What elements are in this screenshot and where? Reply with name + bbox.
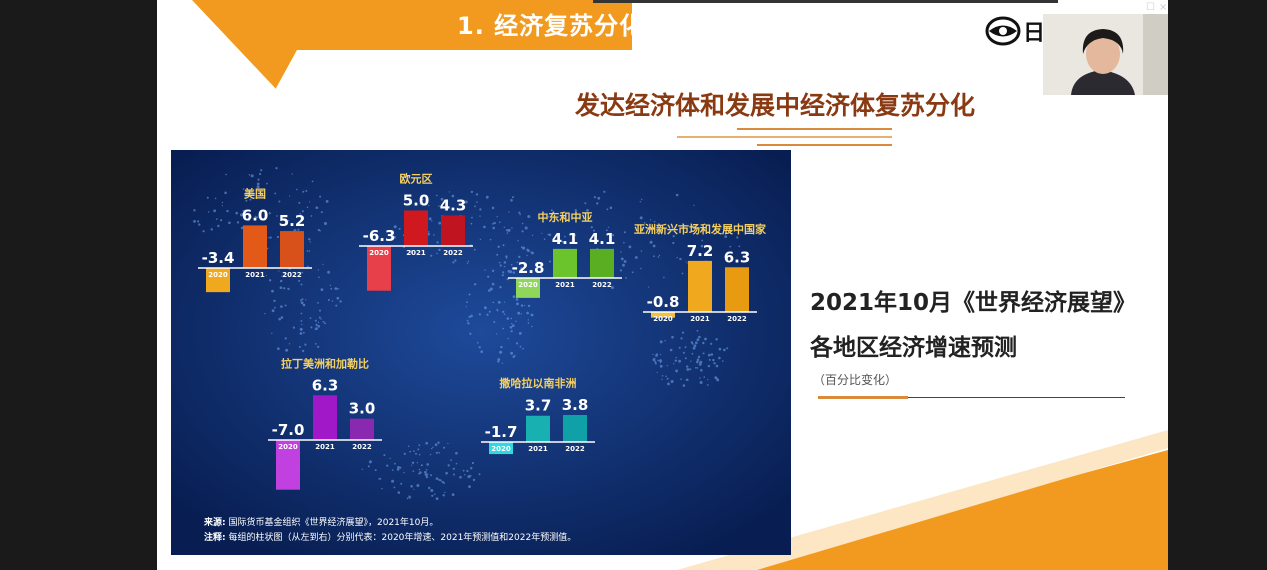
- region-label: 美国: [244, 186, 266, 200]
- bar: [350, 418, 374, 440]
- data-label: -6.3: [363, 227, 396, 245]
- year-tick-label: 2022: [565, 445, 585, 453]
- data-label: -0.8: [647, 293, 680, 311]
- year-tick-label: 2021: [245, 271, 265, 279]
- window-close-icon[interactable]: ×: [1159, 2, 1168, 13]
- data-label: 3.7: [525, 397, 552, 415]
- bar-group: -6.3 2020 5.0 2021 4.3 2022 欧元区: [359, 172, 473, 291]
- note-label: 注释:: [204, 533, 226, 543]
- bar: [725, 267, 749, 312]
- section-title: 1. 经济复苏分化失衡: [457, 12, 695, 40]
- data-label: 5.2: [279, 212, 306, 230]
- bar: [276, 440, 300, 490]
- right-dark-margin: [1168, 0, 1267, 570]
- webcam-overlay: [1043, 14, 1168, 95]
- bar: [441, 215, 465, 246]
- bar: [367, 246, 391, 291]
- data-label: -3.4: [202, 249, 235, 267]
- bar: [688, 260, 712, 312]
- presenter-video: [1043, 14, 1168, 95]
- chart-source: 来源: 国际货币基金组织《世界经济展望》，2021年10月。: [204, 515, 438, 528]
- bar-group: -3.4 2020 6.0 2021 5.2 2022 美国: [198, 186, 312, 293]
- subtitle-deco-line: [737, 128, 892, 130]
- logo-icon: 日: [985, 16, 1045, 46]
- region-label: 中东和中亚: [538, 210, 593, 224]
- bar: [516, 278, 540, 298]
- year-tick-label: 2022: [282, 271, 302, 279]
- region-label: 撒哈拉以南非洲: [500, 376, 577, 390]
- note-text: 每组的柱状图（从左到右）分别代表：2020年增速、2021年预测值和2022年预…: [228, 533, 577, 543]
- year-tick-label: 2020: [208, 271, 228, 279]
- top-dark-strip: [593, 0, 1058, 3]
- year-tick-label: 2022: [727, 315, 747, 323]
- bar: [489, 442, 513, 455]
- subtitle-deco-line: [677, 136, 892, 138]
- bar: [651, 312, 675, 318]
- left-dark-margin: [0, 0, 157, 570]
- data-label: 6.3: [312, 376, 339, 394]
- bar: [206, 268, 230, 293]
- data-label: 5.0: [403, 192, 430, 210]
- year-tick-label: 2021: [555, 281, 575, 289]
- bar: [526, 415, 550, 442]
- data-label: 4.3: [440, 196, 467, 214]
- logo-text: 日: [1023, 21, 1043, 46]
- source-label: 来源:: [204, 518, 226, 528]
- right-title-line2: 各地区经济增速预测: [810, 335, 1017, 361]
- bar: [404, 210, 428, 246]
- right-divider-accent: [818, 396, 908, 399]
- slide-subtitle: 发达经济体和发展中经济体复苏分化: [575, 91, 976, 120]
- data-label: 4.1: [552, 230, 579, 248]
- right-title-line1: 2021年10月《世界经济展望》: [810, 290, 1137, 316]
- data-label: -1.7: [485, 423, 518, 441]
- year-tick-label: 2021: [690, 315, 710, 323]
- slide-background-shapes: [157, 0, 1168, 570]
- bar: [243, 225, 267, 268]
- year-tick-label: 2022: [352, 443, 372, 451]
- data-label: 3.8: [562, 396, 589, 414]
- bar-group: -1.7 2020 3.7 2021 3.8 2022 撒哈拉以南非洲: [481, 376, 595, 455]
- bar: [280, 231, 304, 268]
- year-tick-label: 2020: [653, 315, 673, 323]
- year-tick-label: 2021: [406, 249, 426, 257]
- year-tick-label: 2022: [592, 281, 612, 289]
- chart-panel: -3.4 2020 6.0 2021 5.2 2022 美国 -6.3 2020 5.0 2021 4…: [171, 150, 791, 555]
- data-label: -7.0: [272, 421, 305, 439]
- bar: [590, 248, 614, 278]
- year-tick-label: 2021: [528, 445, 548, 453]
- data-label: 7.2: [687, 242, 714, 260]
- year-tick-label: 2020: [491, 445, 511, 453]
- region-label: 亚洲新兴市场和发展中国家: [634, 222, 767, 236]
- bar: [553, 248, 577, 278]
- region-label: 欧元区: [400, 172, 433, 186]
- right-divider-line: [818, 397, 1125, 398]
- window-maximize-icon[interactable]: ☐: [1146, 2, 1155, 13]
- regional-growth-chart: -3.4 2020 6.0 2021 5.2 2022 美国 -6.3 2020 5.0 2021 4…: [171, 150, 791, 555]
- source-text: 国际货币基金组织《世界经济展望》，2021年10月。: [228, 518, 439, 528]
- region-label: 拉丁美洲和加勒比: [281, 356, 369, 370]
- year-tick-label: 2022: [443, 249, 463, 257]
- bar: [313, 395, 337, 440]
- bar-group: -2.8 2020 4.1 2021 4.1 2022 中东和中亚: [508, 210, 622, 298]
- bar: [563, 415, 587, 442]
- year-tick-label: 2020: [369, 249, 389, 257]
- bar-group: -7.0 2020 6.3 2021 3.0 2022 拉丁美洲和加勒比: [268, 356, 382, 490]
- data-label: 6.3: [724, 248, 751, 266]
- organization-logo: 日: [985, 14, 1045, 52]
- bar-group: -0.8 2020 7.2 2021 6.3 2022 亚洲新兴市场和发展中国家: [634, 222, 767, 323]
- year-tick-label: 2020: [518, 281, 538, 289]
- right-unit-note: （百分比变化）: [813, 373, 898, 387]
- year-tick-label: 2020: [278, 443, 298, 451]
- chart-note: 注释: 每组的柱状图（从左到右）分别代表：2020年增速、2021年预测值和20…: [204, 530, 576, 543]
- year-tick-label: 2021: [315, 443, 335, 451]
- subtitle-deco-line: [757, 144, 892, 146]
- data-label: 3.0: [349, 400, 376, 418]
- data-label: -2.8: [512, 259, 545, 277]
- data-label: 6.0: [242, 206, 269, 224]
- data-label: 4.1: [589, 230, 616, 248]
